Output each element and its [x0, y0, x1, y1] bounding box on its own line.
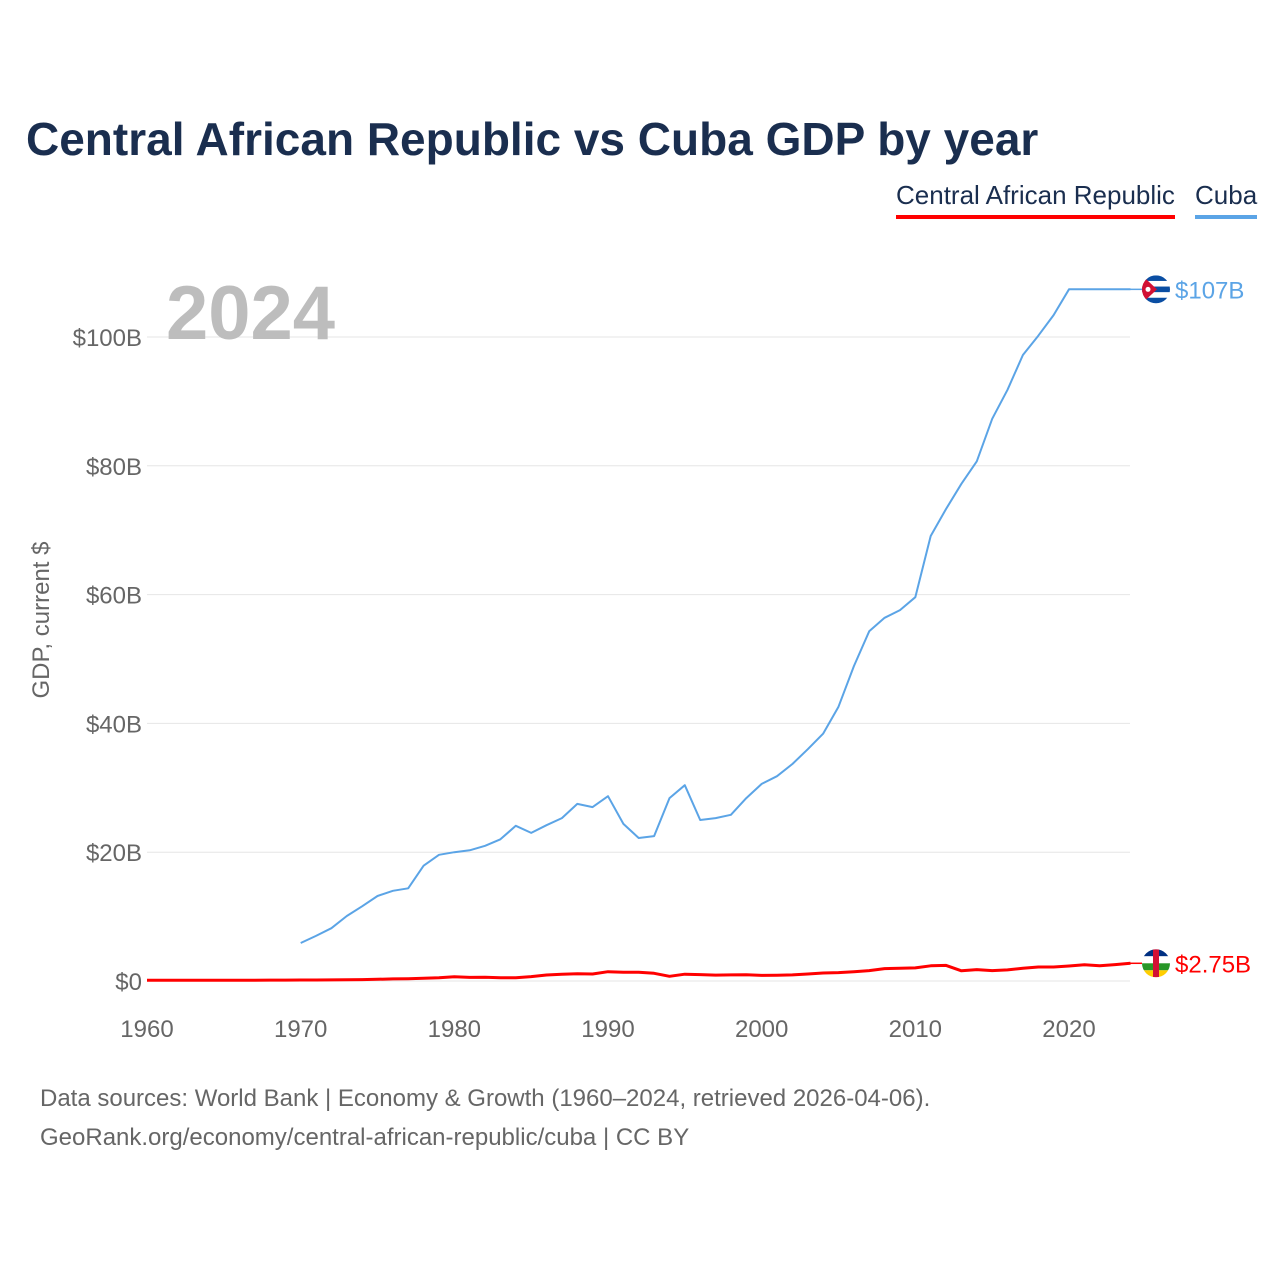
- x-tick-label: 2010: [889, 1016, 942, 1043]
- flag-cuba-icon: [1142, 275, 1170, 304]
- legend-item-central-african-republic[interactable]: Central African Republic: [896, 180, 1175, 219]
- y-tick-label: $0: [115, 969, 142, 996]
- y-tick-label: $20B: [86, 840, 142, 867]
- y-tick-label: $60B: [86, 583, 142, 610]
- flag-central-african-republic-icon: [1142, 949, 1170, 978]
- x-tick-label: 1980: [428, 1016, 481, 1043]
- footer-url[interactable]: GeoRank.org/economy/central-african-repu…: [40, 1124, 690, 1151]
- y-tick-label: $80B: [86, 454, 142, 481]
- footer-source: Data sources: World Bank | Economy & Gro…: [40, 1085, 931, 1112]
- x-tick-label: 2000: [735, 1016, 788, 1043]
- x-tick-label: 1970: [274, 1016, 327, 1043]
- x-tick-label: 2020: [1042, 1016, 1095, 1043]
- end-value-label-cuba: $107B: [1175, 277, 1244, 304]
- y-tick-label: $100B: [73, 325, 142, 352]
- legend-item-cuba[interactable]: Cuba: [1195, 180, 1258, 219]
- x-tick-label: 1960: [120, 1016, 173, 1043]
- x-tick-label: 1990: [581, 1016, 634, 1043]
- y-axis-label: GDP, current $: [28, 541, 55, 699]
- year-label: 2024: [166, 271, 336, 356]
- chart-title: Central African Republic vs Cuba GDP by …: [26, 113, 1039, 165]
- series-line-cuba: [300, 288, 1131, 944]
- y-tick-label: $40B: [86, 711, 142, 738]
- series-line-central-african-republic: [147, 961, 1131, 982]
- end-value-label-central-african-republic: $2.75B: [1175, 951, 1251, 978]
